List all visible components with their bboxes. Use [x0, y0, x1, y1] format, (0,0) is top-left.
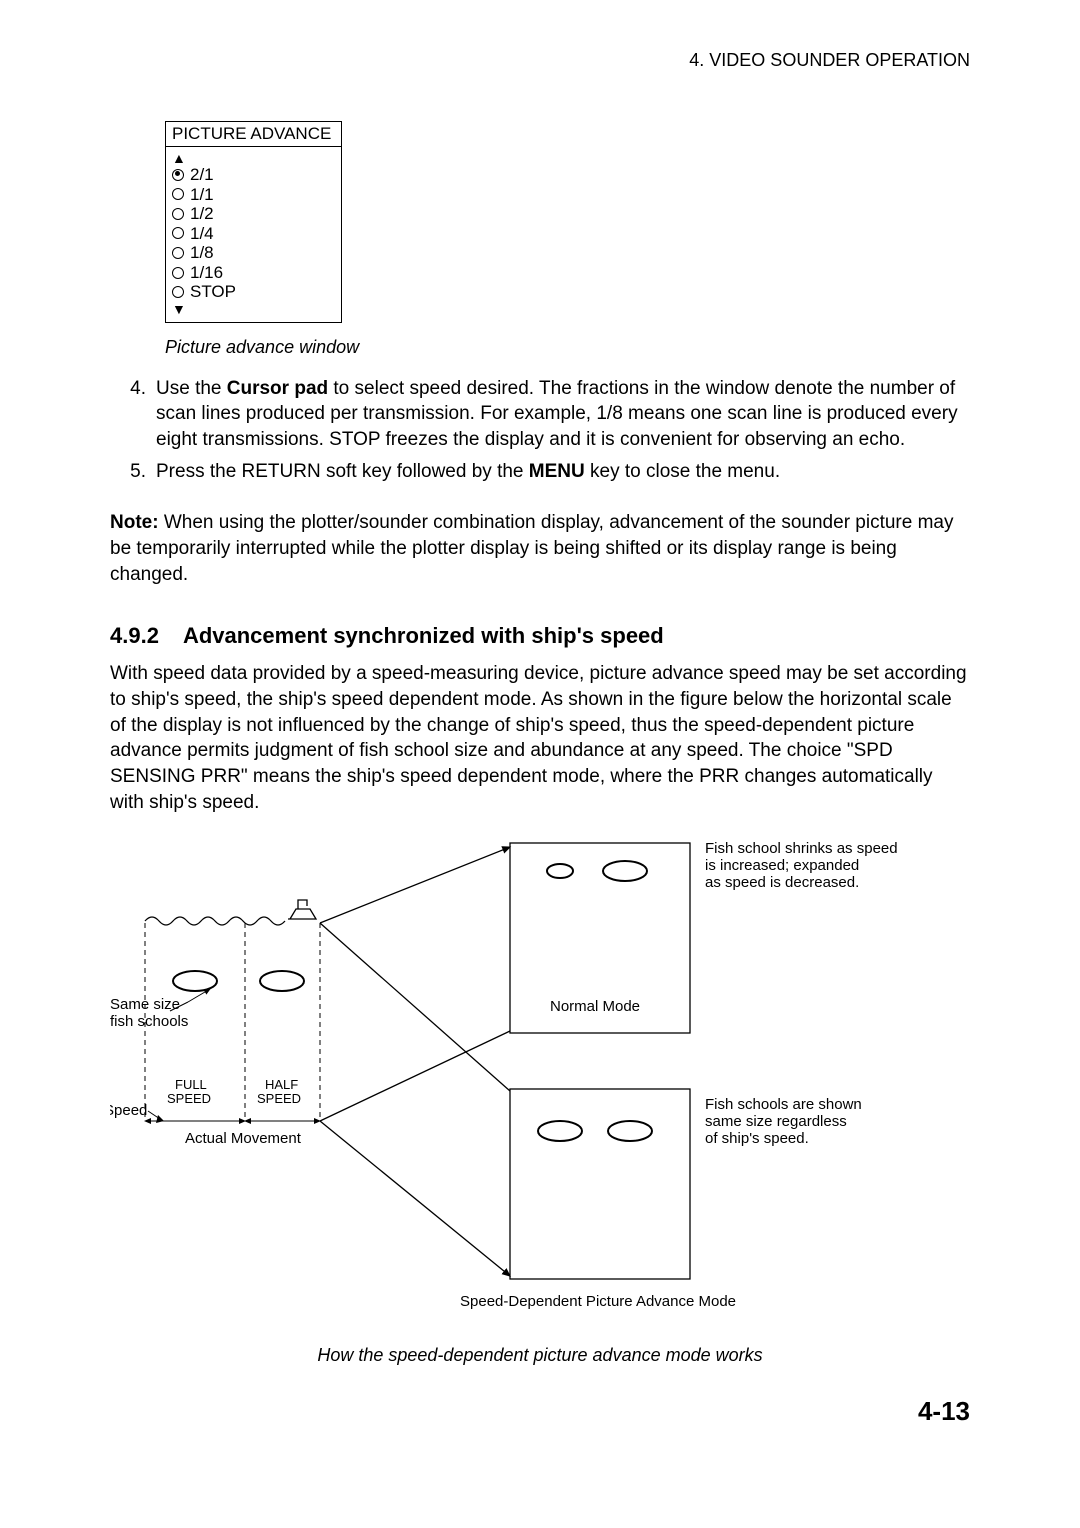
- list-item: 4.Use the Cursor pad to select speed des…: [110, 376, 970, 453]
- picture-advance-option: 1/1: [172, 185, 335, 205]
- list-number: 4.: [110, 376, 156, 453]
- option-label: 1/16: [190, 263, 223, 283]
- chapter-header: 4. VIDEO SOUNDER OPERATION: [110, 50, 970, 71]
- radio-icon: [172, 188, 184, 200]
- picture-advance-option: 1/16: [172, 263, 335, 283]
- radio-icon: [172, 286, 184, 298]
- figure-caption-2: How the speed-dependent picture advance …: [110, 1345, 970, 1366]
- option-label: STOP: [190, 282, 236, 302]
- option-label: 1/2: [190, 204, 214, 224]
- list-body: Use the Cursor pad to select speed desir…: [156, 376, 970, 453]
- scroll-down-icon: ▼: [172, 302, 335, 316]
- page-number: 4-13: [110, 1396, 970, 1427]
- note-body: When using the plotter/sounder combinati…: [110, 512, 954, 584]
- section-number: 4.9.2: [110, 623, 159, 649]
- note-label: Note:: [110, 512, 159, 533]
- speed-dependent-figure: Same sizefish schools FULLSPEED HALFSPEE…: [110, 831, 970, 1341]
- label-speed: Speed: [110, 1102, 147, 1119]
- option-label: 2/1: [190, 165, 214, 185]
- label-full-speed: FULLSPEED: [167, 1077, 211, 1106]
- picture-advance-option: 2/1: [172, 165, 335, 185]
- section-heading: 4.9.2 Advancement synchronized with ship'…: [110, 623, 970, 649]
- label-actual-movement: Actual Movement: [185, 1130, 302, 1147]
- option-label: 1/4: [190, 224, 214, 244]
- figure-caption-1: Picture advance window: [165, 337, 970, 358]
- label-top-note: Fish school shrinks as speed is increase…: [705, 840, 902, 891]
- picture-advance-title: PICTURE ADVANCE: [166, 122, 341, 147]
- picture-advance-option: 1/2: [172, 204, 335, 224]
- radio-icon: [172, 227, 184, 239]
- label-same-size: Same sizefish schools: [110, 996, 188, 1030]
- picture-advance-window: PICTURE ADVANCE ▲ 2/11/11/21/41/81/16STO…: [165, 121, 342, 323]
- section-paragraph: With speed data provided by a speed-meas…: [110, 661, 970, 815]
- radio-icon: [172, 208, 184, 220]
- note-paragraph: Note: When using the plotter/sounder com…: [110, 510, 970, 587]
- radio-icon: [172, 169, 184, 181]
- picture-advance-option: STOP: [172, 282, 335, 302]
- picture-advance-option: 1/4: [172, 224, 335, 244]
- scroll-up-icon: ▲: [172, 151, 335, 165]
- label-normal-mode: Normal Mode: [550, 998, 640, 1015]
- page: 4. VIDEO SOUNDER OPERATION PICTURE ADVAN…: [0, 0, 1080, 1487]
- instruction-list: 4.Use the Cursor pad to select speed des…: [110, 376, 970, 485]
- label-bottom-note: Fish schools are shown same size regardl…: [705, 1096, 866, 1147]
- radio-icon: [172, 247, 184, 259]
- list-body: Press the RETURN soft key followed by th…: [156, 459, 970, 485]
- option-label: 1/8: [190, 243, 214, 263]
- radio-icon: [172, 267, 184, 279]
- label-mode-caption: Speed-Dependent Picture Advance Mode: [460, 1293, 736, 1310]
- picture-advance-body: ▲ 2/11/11/21/41/81/16STOP ▼: [166, 147, 341, 322]
- picture-advance-option: 1/8: [172, 243, 335, 263]
- list-number: 5.: [110, 459, 156, 485]
- option-label: 1/1: [190, 185, 214, 205]
- section-title: Advancement synchronized with ship's spe…: [183, 623, 664, 648]
- list-item: 5.Press the RETURN soft key followed by …: [110, 459, 970, 485]
- label-half-speed: HALFSPEED: [257, 1077, 301, 1106]
